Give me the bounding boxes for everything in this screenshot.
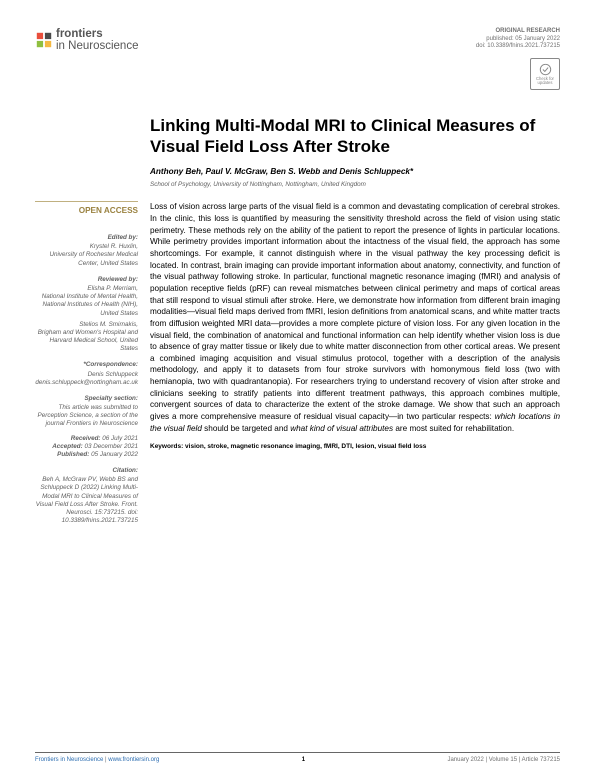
- reviewed-by-label: Reviewed by:: [35, 276, 138, 284]
- abstract-text: Loss of vision across large parts of the…: [150, 201, 560, 434]
- received-label: Received:: [71, 435, 101, 442]
- check-updates-label: Check for updates: [531, 77, 559, 86]
- footer-journal-link[interactable]: Frontiers in Neuroscience: [35, 757, 103, 763]
- edited-by-label: Edited by:: [35, 234, 138, 242]
- published-line: published: 05 January 2022: [476, 36, 560, 44]
- correspondence-email[interactable]: denis.schluppeck@nottingham.ac.uk: [35, 379, 138, 386]
- received-date: 06 July 2021: [102, 435, 138, 442]
- specialty-text: This article was submitted to Perception…: [35, 404, 138, 429]
- reviewer1-inst: National Institute of Mental Health, Nat…: [35, 293, 138, 318]
- abstract-column: Loss of vision across large parts of the…: [150, 201, 560, 528]
- footer-left: Frontiers in Neuroscience | www.frontier…: [35, 756, 159, 764]
- footer-right: January 2022 | Volume 15 | Article 73721…: [447, 756, 560, 764]
- reviewer1-name: Elisha P. Merriam,: [35, 285, 138, 293]
- check-updates-wrap: Check for updates: [35, 58, 560, 90]
- frontiers-logo-icon: [35, 31, 53, 49]
- correspondence-name: Denis Schluppeck: [35, 371, 138, 379]
- reviewer2-inst: Brigham and Women's Hospital and Harvard…: [35, 329, 138, 354]
- correspondence-label: *Correspondence:: [35, 361, 138, 369]
- editor-name: Krystel R. Huxlin,: [35, 243, 138, 251]
- article-title: Linking Multi-Modal MRI to Clinical Meas…: [150, 116, 560, 157]
- editor-inst: University of Rochester Medical Center, …: [35, 251, 138, 267]
- affiliation-line: School of Psychology, University of Nott…: [150, 181, 560, 190]
- journal-name-sub: in Neuroscience: [56, 40, 138, 52]
- accepted-label: Accepted:: [52, 443, 82, 450]
- journal-logo: frontiers in Neuroscience: [35, 28, 138, 52]
- footer-page: 1: [302, 756, 305, 764]
- doi-link[interactable]: doi: 10.3389/fnins.2021.737215: [476, 43, 560, 49]
- reviewer2-name: Stelios M. Smirnakis,: [35, 321, 138, 329]
- title-section: Linking Multi-Modal MRI to Clinical Meas…: [150, 116, 560, 189]
- keywords-line: Keywords: vision, stroke, magnetic reson…: [150, 442, 560, 451]
- accepted-date: 03 December 2021: [84, 443, 138, 450]
- article-type: ORIGINAL RESEARCH: [476, 28, 560, 36]
- specialty-label: Specialty section:: [35, 395, 138, 403]
- header-meta: ORIGINAL RESEARCH published: 05 January …: [476, 28, 560, 51]
- journal-name-prefix: frontiers: [56, 28, 103, 40]
- published-date: 05 January 2022: [91, 451, 138, 458]
- check-updates-icon: [539, 63, 552, 76]
- published-label: Published:: [57, 451, 89, 458]
- page-footer: Frontiers in Neuroscience | www.frontier…: [35, 752, 560, 764]
- citation-label: Citation:: [35, 467, 138, 475]
- authors-line: Anthony Beh, Paul V. McGraw, Ben S. Webb…: [150, 166, 560, 177]
- main-two-col: OPEN ACCESS Edited by: Krystel R. Huxlin…: [35, 201, 560, 528]
- sidebar-meta: OPEN ACCESS Edited by: Krystel R. Huxlin…: [35, 201, 138, 528]
- footer-url-link[interactable]: www.frontiersin.org: [108, 757, 159, 763]
- header-row: frontiers in Neuroscience ORIGINAL RESEA…: [35, 28, 560, 52]
- check-updates-button[interactable]: Check for updates: [530, 58, 560, 90]
- citation-text: Beh A, McGraw PV, Webb BS and Schluppeck…: [35, 476, 138, 525]
- journal-logo-text: frontiers in Neuroscience: [56, 28, 138, 52]
- open-access-badge: OPEN ACCESS: [35, 201, 138, 217]
